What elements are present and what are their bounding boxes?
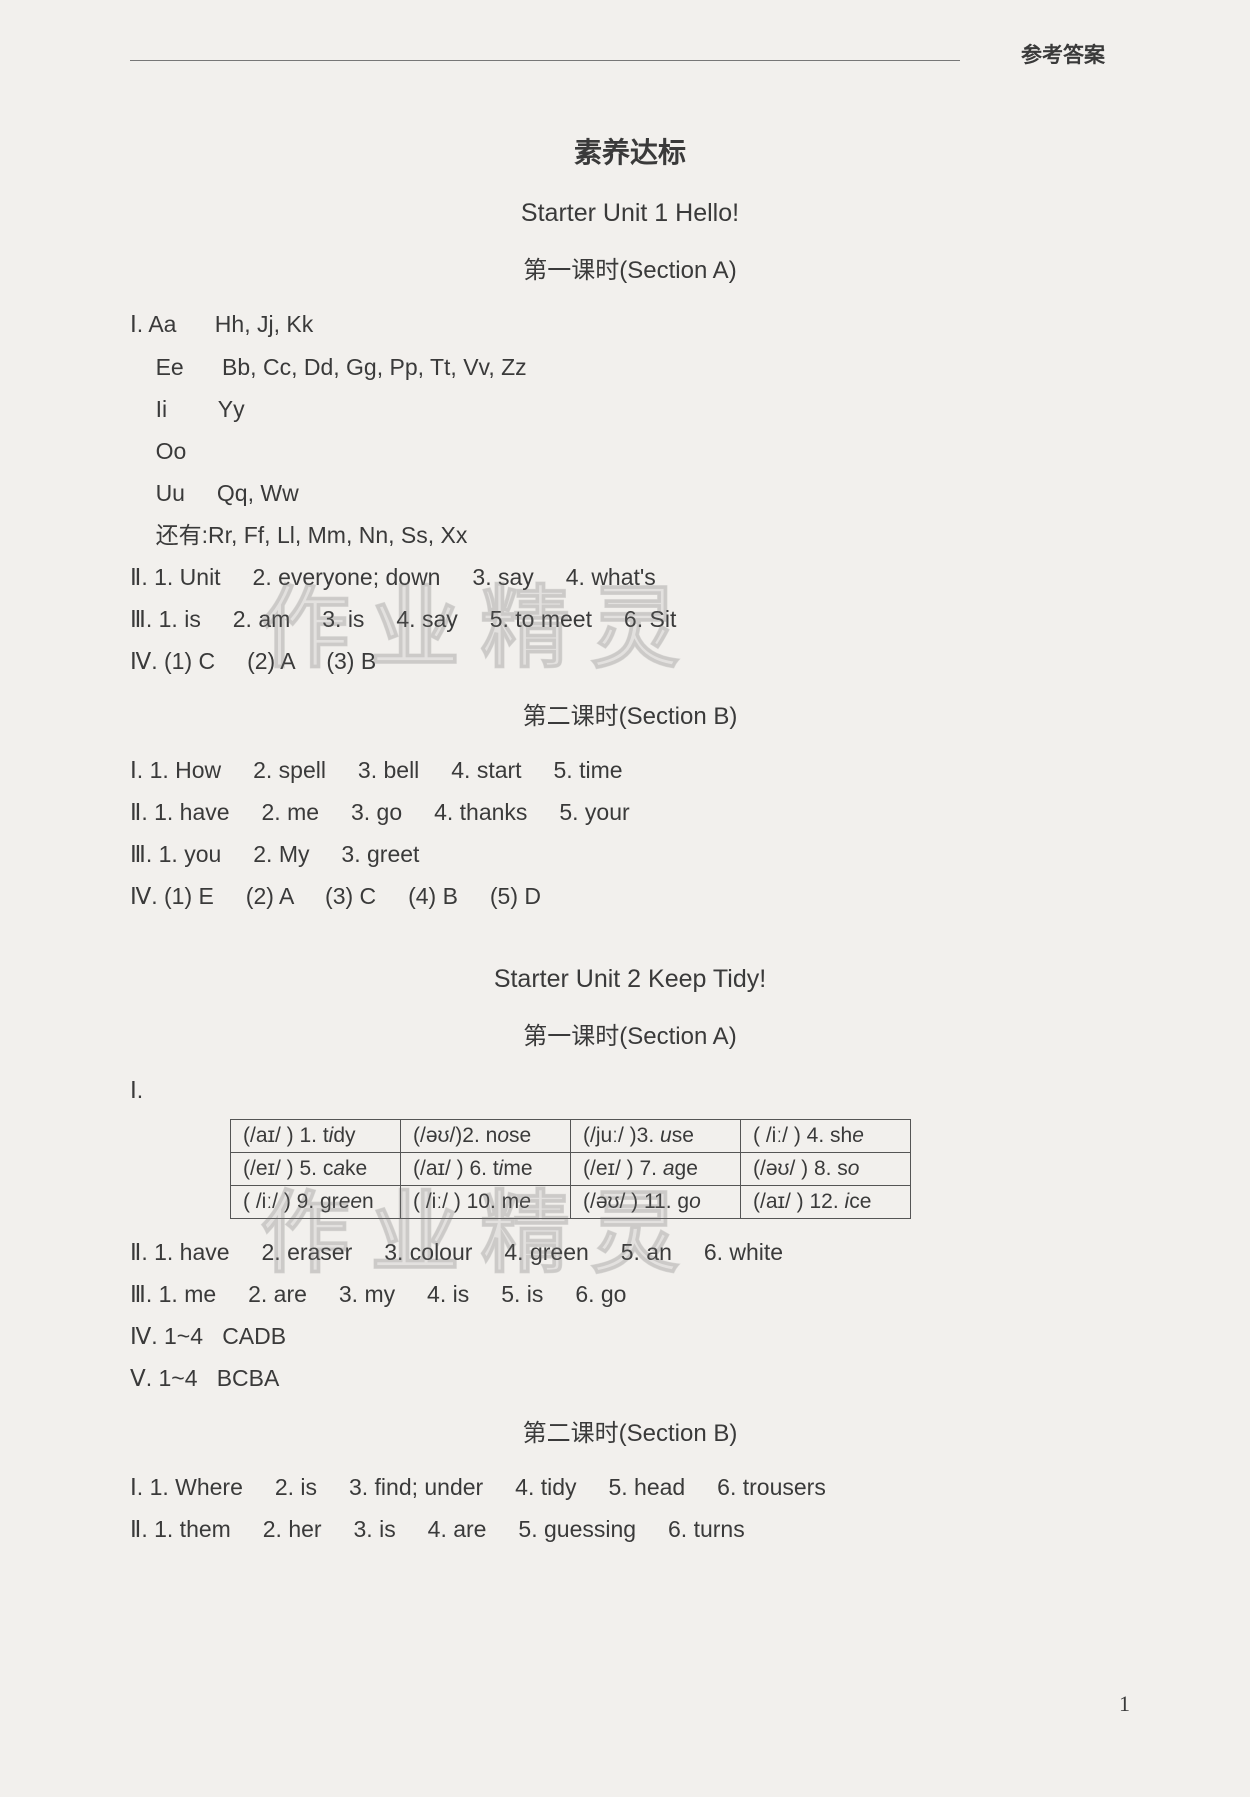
cons-Ee: Bb, Cc, Dd, Gg, Pp, Tt, Vv, Zz [222,354,527,380]
unit1-A-I: Ⅰ. Aa Hh, Jj, Kk Ee Bb, Cc, Dd, Gg, Pp, … [130,303,1130,556]
unit1-sectionB-heading: 第二课时(Section B) [130,696,1130,731]
unit2-sectionB-heading: 第二课时(Section B) [130,1413,1130,1448]
cell: (/aɪ/ ) 1. tidy [231,1120,401,1153]
extra-letters: 还有:Rr, Ff, Ll, Mm, Nn, Ss, Xx [156,522,468,548]
cell: (/əʊ/ ) 11. go [571,1186,741,1219]
unit2-B-II: Ⅱ. 1. them 2. her 3. is 4. are 5. guessi… [130,1508,1130,1550]
unit2-heading: Starter Unit 2 Keep Tidy! [130,965,1130,994]
header-label: 参考答案 [1021,39,1105,69]
unit2-A-II: Ⅱ. 1. have 2. eraser 3. colour 4. green … [130,1231,1130,1273]
header-rule: 参考答案 [130,60,960,61]
unit1-A-IV: Ⅳ. (1) C (2) A (3) B [130,640,1130,682]
vowel-Ii: Ii [156,396,168,422]
table-row: (/aɪ/ ) 1. tidy (/əʊ/)2. nose (/juː/ )3.… [231,1120,911,1153]
unit2-A-I-label: Ⅰ. [130,1069,1130,1111]
unit1-A-III: Ⅲ. 1. is 2. am 3. is 4. say 5. to meet 6… [130,598,1130,640]
unit1-B-III: Ⅲ. 1. you 2. My 3. greet [130,833,1130,875]
cons-Aa: Hh, Jj, Kk [215,311,313,337]
unit1-B-IV: Ⅳ. (1) E (2) A (3) C (4) B (5) D [130,875,1130,917]
cell: (/juː/ )3. use [571,1120,741,1153]
vowel-Ee: Ee [156,354,184,380]
unit2-A-IV: Ⅳ. 1~4 CADB [130,1315,1130,1357]
page-title: 素养达标 [130,131,1130,171]
unit1-B-II: Ⅱ. 1. have 2. me 3. go 4. thanks 5. your [130,791,1130,833]
unit2-A-V: Ⅴ. 1~4 BCBA [130,1357,1130,1399]
cell: (/əʊ/)2. nose [401,1120,571,1153]
cell: (/aɪ/ ) 12. ice [741,1186,911,1219]
vowel-Oo: Oo [156,438,187,464]
vowel-Uu: Uu [156,480,185,506]
phonetics-table: (/aɪ/ ) 1. tidy (/əʊ/)2. nose (/juː/ )3.… [230,1119,911,1219]
cell: (/eɪ/ ) 5. cake [231,1153,401,1186]
cell: (/eɪ/ ) 7. age [571,1153,741,1186]
table-row: (/eɪ/ ) 5. cake (/aɪ/ ) 6. time (/eɪ/ ) … [231,1153,911,1186]
cons-Uu: Qq, Ww [217,480,299,506]
table-row: ( /iː/ ) 9. green ( /iː/ ) 10. me (/əʊ/ … [231,1186,911,1219]
unit2-sectionA-heading: 第一课时(Section A) [130,1016,1130,1051]
cell: (/aɪ/ ) 6. time [401,1153,571,1186]
unit1-B-I: Ⅰ. 1. How 2. spell 3. bell 4. start 5. t… [130,749,1130,791]
unit2-A-III: Ⅲ. 1. me 2. are 3. my 4. is 5. is 6. go [130,1273,1130,1315]
cell: ( /iː/ ) 4. she [741,1120,911,1153]
cell: ( /iː/ ) 10. me [401,1186,571,1219]
unit1-sectionA-heading: 第一课时(Section A) [130,250,1130,285]
unit1-A-II: Ⅱ. 1. Unit 2. everyone; down 3. say 4. w… [130,556,1130,598]
vowel-Aa: Aa [148,311,176,337]
unit2-B-I: Ⅰ. 1. Where 2. is 3. find; under 4. tidy… [130,1466,1130,1508]
cell: (/əʊ/ ) 8. so [741,1153,911,1186]
cell: ( /iː/ ) 9. green [231,1186,401,1219]
unit1-heading: Starter Unit 1 Hello! [130,199,1130,228]
cons-Ii: Yy [218,396,245,422]
page-number: 1 [1119,1691,1130,1717]
